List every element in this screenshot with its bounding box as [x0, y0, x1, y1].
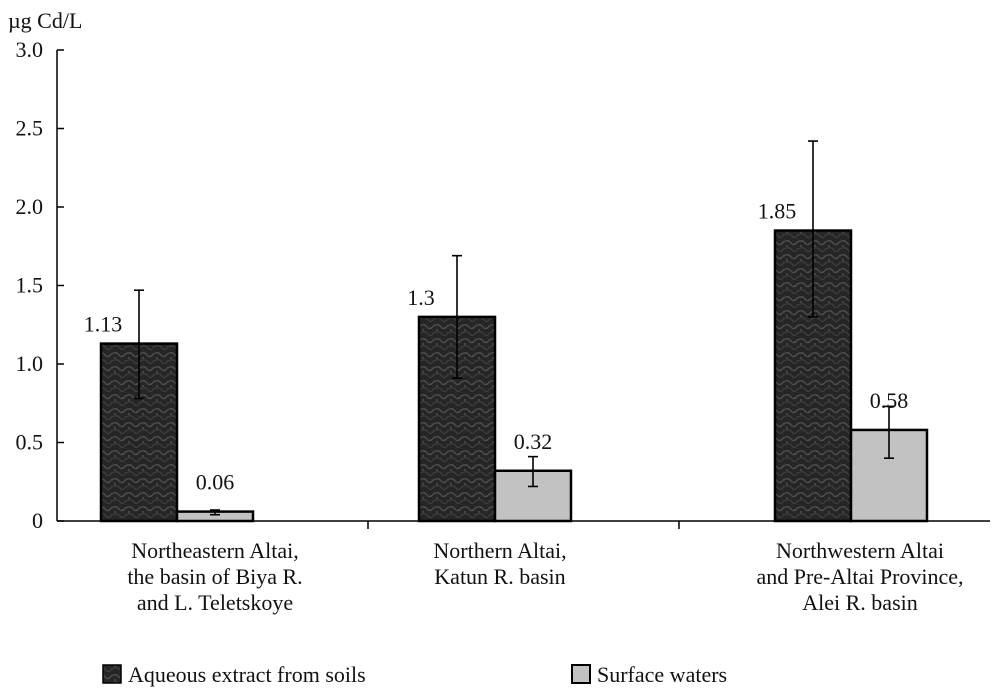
data-label-surface: 0.32: [514, 429, 553, 454]
y-tick-label: 0.5: [16, 430, 44, 455]
x-category-label: and L. Teletskoye: [137, 590, 293, 615]
y-tick-label: 3.0: [16, 37, 44, 62]
x-category-label: Katun R. basin: [434, 564, 565, 589]
legend: Aqueous extract from soils Surface waters: [102, 662, 727, 687]
axes: 0 0.5 1.0 1.5 2.0 2.5 3.0 µg Cd/L: [8, 8, 990, 533]
labels-layer: 1.13 0.06 Northeastern Altai,the basin of …: [84, 199, 964, 615]
y-tick-label: 2.5: [16, 116, 44, 141]
data-label-aqueous: 1.13: [84, 312, 123, 337]
data-label-surface: 0.06: [196, 470, 235, 495]
legend-label-aqueous: Aqueous extract from soils: [128, 662, 366, 687]
y-axis-title: µg Cd/L: [8, 8, 82, 33]
x-category-label: Northeastern Altai,: [131, 538, 298, 563]
data-label-aqueous: 1.3: [407, 285, 435, 310]
y-tick-label: 0: [32, 508, 43, 533]
x-category-label: Northern Altai,: [433, 538, 566, 563]
x-category-label: Northwestern Altai: [776, 538, 944, 563]
x-category-label: Alei R. basin: [802, 590, 918, 615]
legend-swatch-surface: [571, 664, 591, 684]
y-tick-label: 1.0: [16, 351, 44, 376]
x-category-label: and Pre-Altai Province,: [756, 564, 963, 589]
bars-layer: [99, 140, 929, 523]
legend-label-surface: Surface waters: [597, 662, 727, 687]
x-category-label: the basin of Biya R.: [127, 564, 302, 589]
y-tick-label: 1.5: [16, 273, 44, 298]
data-label-surface: 0.58: [870, 388, 909, 413]
data-label-aqueous: 1.85: [758, 199, 797, 224]
y-tick-label: 2.0: [16, 194, 44, 219]
legend-swatch-aqueous: [102, 664, 122, 684]
